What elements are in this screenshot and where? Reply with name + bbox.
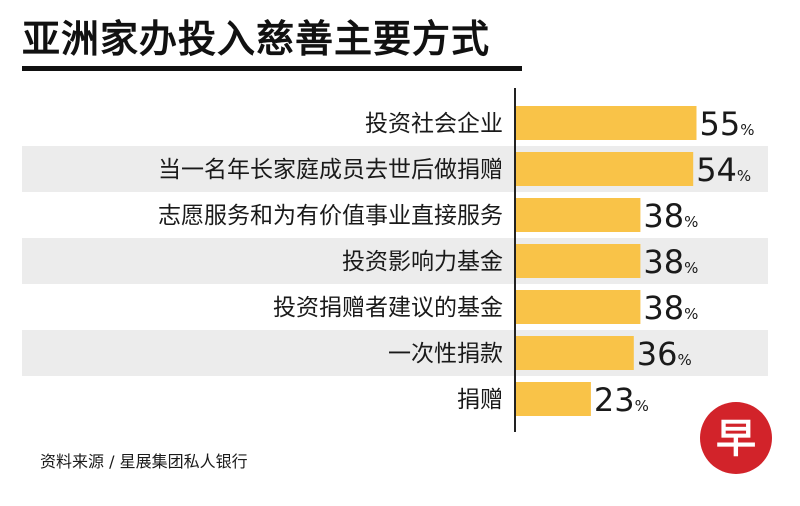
value-labels: 55% 54% 38% 38% 38% 36% 23%: [594, 105, 755, 419]
zaobao-logo: 早: [700, 402, 772, 474]
row-band: [22, 330, 768, 376]
category-label: 当一名年长家庭成员去世后做捐赠: [158, 157, 503, 183]
bar: [515, 152, 694, 186]
value-label: 38%: [643, 243, 698, 281]
value-label: 55%: [700, 105, 755, 143]
title-underline: [22, 66, 522, 71]
category-label: 一次性捐款: [388, 341, 503, 367]
bar: [515, 382, 591, 416]
bar: [515, 290, 641, 324]
value-unit: %: [635, 397, 649, 415]
category-label: 投资捐赠者建议的基金: [273, 295, 503, 321]
value-unit: %: [737, 167, 751, 185]
category-labels: 投资社会企业当一名年长家庭成员去世后做捐赠志愿服务和为有价值事业直接服务投资影响…: [158, 111, 503, 413]
category-label: 投资影响力基金: [342, 249, 503, 275]
row-band: [22, 238, 768, 284]
value-label: 38%: [643, 197, 698, 235]
bar: [515, 336, 634, 370]
value-label: 38%: [643, 289, 698, 327]
value-unit: %: [684, 305, 698, 323]
value-label: 23%: [594, 381, 649, 419]
value-label: 36%: [637, 335, 692, 373]
category-label: 志愿服务和为有价值事业直接服务: [158, 203, 503, 229]
value-unit: %: [678, 351, 692, 369]
category-label: 投资社会企业: [365, 111, 503, 137]
source-note: 资料来源 / 星展集团私人银行: [40, 452, 248, 471]
bar: [515, 244, 641, 278]
value-label: 54%: [696, 151, 751, 189]
value-unit: %: [740, 121, 754, 139]
value-unit: %: [684, 213, 698, 231]
category-label: 捐赠: [457, 387, 503, 413]
value-unit: %: [684, 259, 698, 277]
svg-text:早: 早: [716, 416, 756, 462]
bar: [515, 198, 641, 232]
bars: [515, 106, 697, 416]
chart-title: 亚洲家办投入慈善主要方式: [22, 17, 491, 61]
bar: [515, 106, 697, 140]
